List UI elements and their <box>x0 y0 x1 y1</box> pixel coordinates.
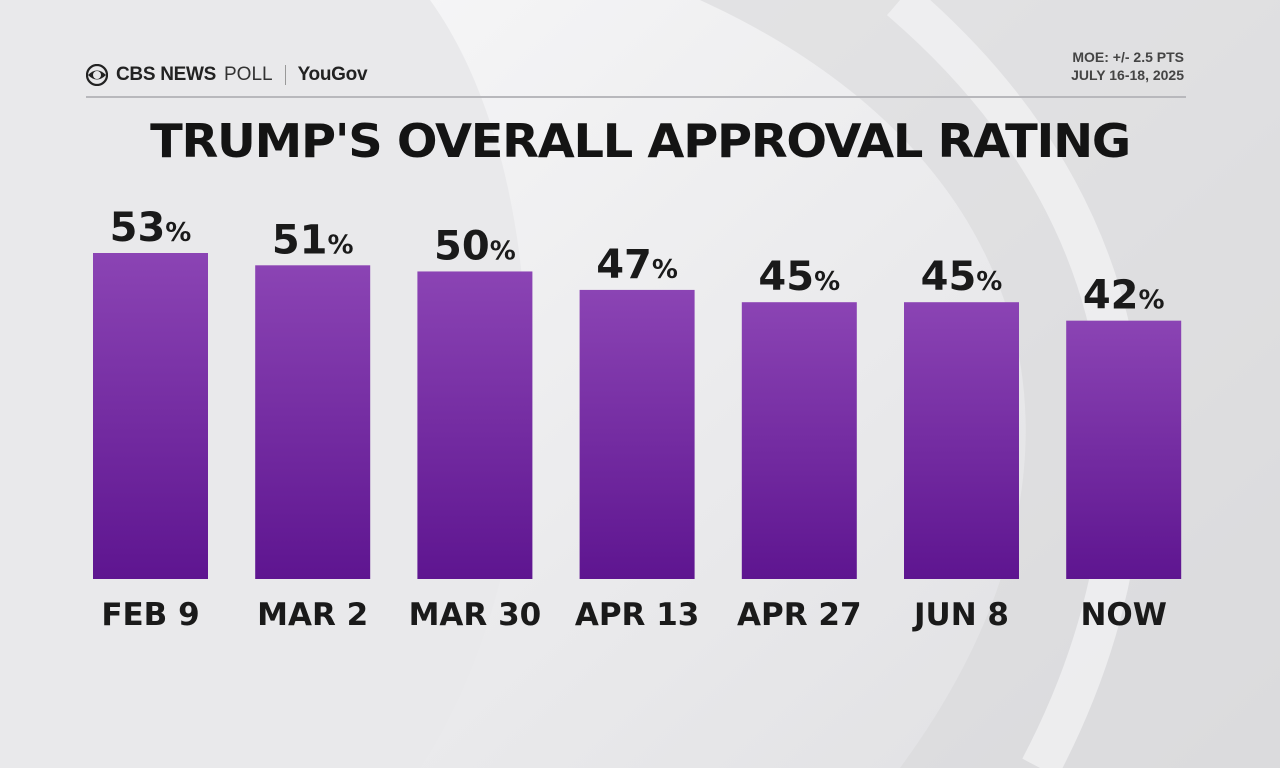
category-label: FEB 9 <box>101 597 199 633</box>
bar-mar-30 <box>417 271 533 579</box>
margin-of-error: MOE: +/- 2.5 PTS <box>1072 49 1184 65</box>
header-divider <box>86 96 1186 98</box>
poll-meta: MOE: +/- 2.5 PTS JULY 16-18, 2025 <box>1071 48 1184 84</box>
bar-apr-27 <box>741 302 857 579</box>
category-label: APR 13 <box>575 597 700 633</box>
value-label: 47% <box>596 242 678 288</box>
partner-name: YouGov <box>297 64 368 85</box>
category-label: APR 27 <box>737 597 862 633</box>
category-label: MAR 2 <box>257 597 368 633</box>
brand-divider <box>284 65 286 85</box>
bar-mar-2 <box>255 265 371 579</box>
value-label: 42% <box>1083 273 1165 319</box>
poll-dates: JULY 16-18, 2025 <box>1071 67 1184 83</box>
value-label: 45% <box>758 254 840 300</box>
value-label: 45% <box>921 254 1003 300</box>
bar-feb-9 <box>93 253 208 579</box>
category-label: MAR 30 <box>409 597 542 633</box>
chart-title: TRUMP'S OVERALL APPROVAL RATING <box>150 114 1131 168</box>
brand-poll-label: POLL <box>224 64 273 85</box>
bar-jun-8 <box>904 302 1019 579</box>
category-label: NOW <box>1080 597 1167 633</box>
category-label: JUN 8 <box>912 597 1009 633</box>
bar-apr-13 <box>579 289 695 579</box>
value-label: 51% <box>272 217 354 263</box>
poll-branding: CBS NEWS POLL YouGov <box>86 62 368 88</box>
brand-name: CBS NEWS <box>116 64 216 85</box>
bar-now <box>1066 320 1182 579</box>
cbs-eye-icon <box>86 64 108 86</box>
value-label: 50% <box>434 223 516 269</box>
value-label: 53% <box>110 205 192 251</box>
